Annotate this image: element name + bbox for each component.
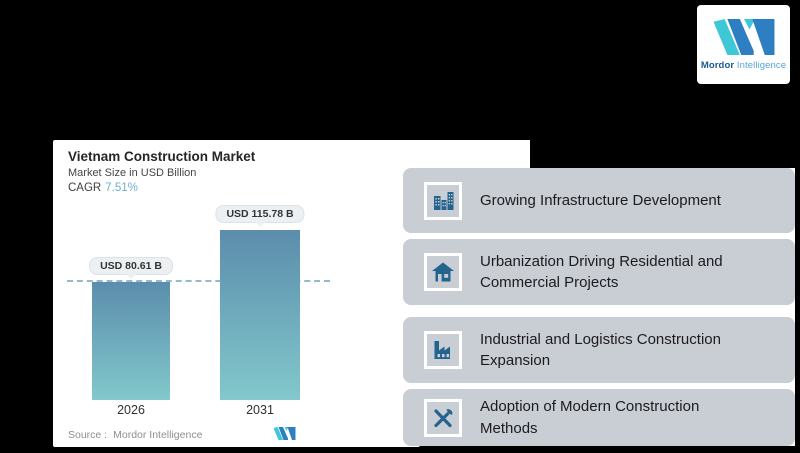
key-point-card-urbanization: Urbanization Driving Residential and Com… [403,239,795,305]
backdrop-strip [403,140,530,168]
x-axis-label-2026: 2026 [117,403,145,417]
brand-logo: Mordor Intelligence [697,5,790,84]
icon-box [424,331,462,369]
source-label: Source : [68,429,108,441]
cagr-line: CAGR 7.51% [68,182,138,194]
bar-2031 [220,230,300,400]
brand-wordmark: Mordor Intelligence [701,60,786,71]
icon-box [424,398,462,437]
cagr-label: CAGR [68,182,102,194]
mordor-logo-icon [713,18,774,55]
source-value: Mordor Intelligence [113,429,203,441]
key-point-text: Adoption of Modern Construction Methods [480,398,700,437]
bar-chart-plot: USD 80.61 B USD 115.78 B [53,140,420,400]
chart-title: Vietnam Construction Market [68,149,256,164]
chart-subtitle: Market Size in USD Billion [68,167,197,179]
key-point-text: Industrial and Logistics Construction Ex… [480,330,721,369]
backdrop-notch [396,369,404,386]
brand-name-light: Intelligence [736,59,787,71]
icon-box [424,181,462,220]
key-point-card-modern-methods: Adoption of Modern Construction Methods [403,389,795,446]
market-chart-panel: Vietnam Construction Market Market Size … [53,140,420,447]
x-axis-label-2031: 2031 [246,403,274,417]
backdrop-notch [396,230,404,246]
key-point-text: Growing Infrastructure Development [480,191,721,209]
tools-icon [434,408,453,427]
bar-2026 [92,282,170,400]
key-point-card-industrial: Industrial and Logistics Construction Ex… [403,317,795,383]
key-point-card-infrastructure: Growing Infrastructure Development [403,168,795,233]
buildings-icon [434,191,454,210]
source-line: Source : Mordor Intelligence [68,429,202,441]
reference-dashed-line [67,280,330,282]
home-icon [432,262,454,282]
key-point-text: Urbanization Driving Residential and Com… [480,252,723,291]
value-label-2031: USD 115.78 B [215,205,305,223]
mordor-logo-mini-icon [273,427,296,440]
value-label-2026: USD 80.61 B [89,257,173,275]
brand-name-bold: Mordor [700,59,735,71]
cagr-value: 7.51% [105,182,138,194]
factory-icon [434,341,450,359]
icon-box [424,253,462,291]
